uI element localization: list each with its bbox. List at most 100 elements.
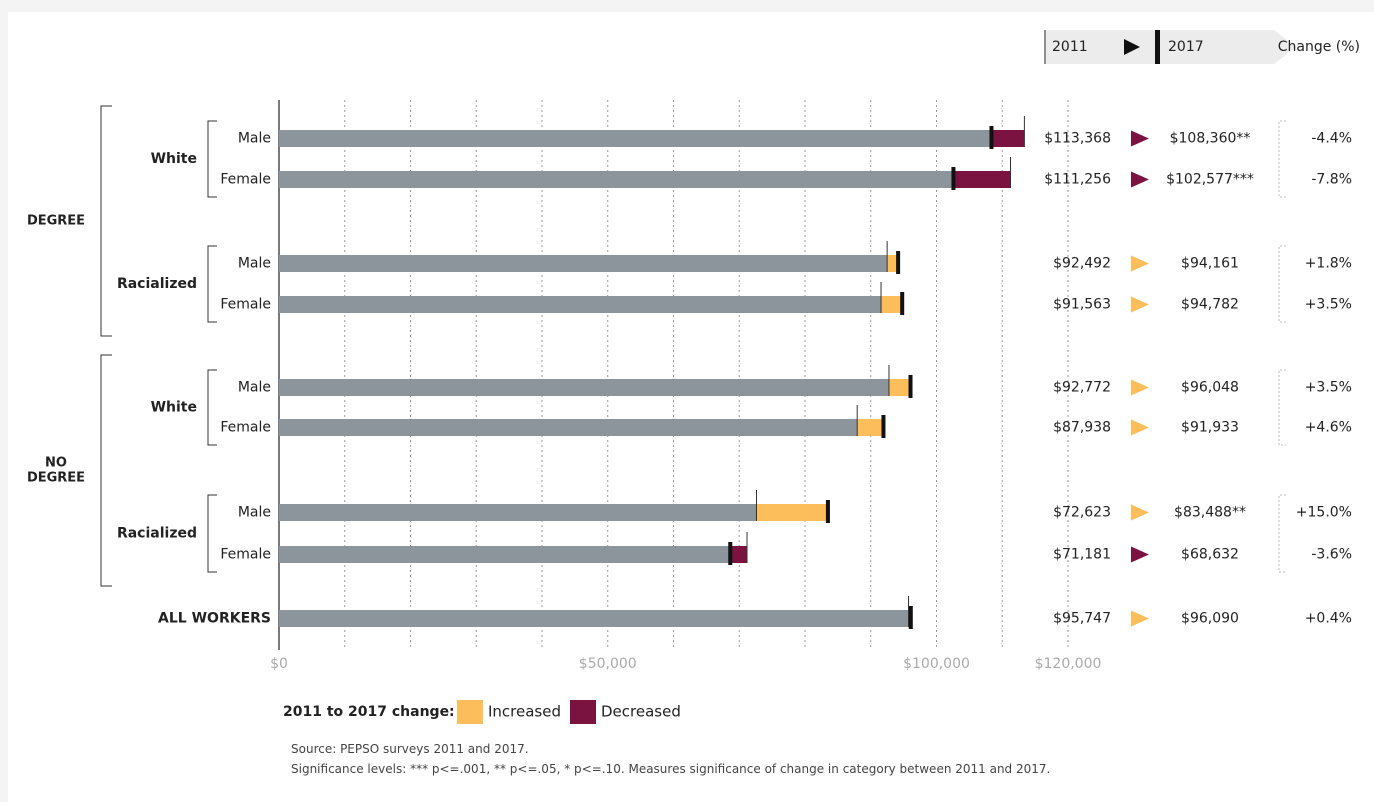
legend-decreased-label: Decreased: [601, 703, 681, 721]
group-0-sub-1-row-0-bar: [279, 255, 888, 272]
group-1-sub-0-row-1-2017-marker: [881, 415, 886, 438]
group-0-sub-0-change-bracket: [1278, 120, 1286, 198]
all-workers-value-2017: $96,090: [1181, 611, 1239, 627]
x-tick-label: $100,000: [903, 656, 970, 672]
group-0-sub-1-row-1-direction-arrow-icon: [1131, 296, 1149, 313]
group-1-sub-1-row-1-2017-marker: [728, 542, 733, 565]
group-1-sub-1-row-0-change-segment: [756, 504, 828, 521]
group-1-bracket: [100, 354, 112, 587]
group-1-sub-1-row-1-change: -3.6%: [1311, 547, 1352, 563]
group-1-sub-0-row-0-direction-arrow-icon: [1131, 379, 1149, 396]
group-0-sub-0-row-1-bar: [279, 171, 954, 188]
group-1-sub-0-row-0-value-2017: $96,048: [1181, 380, 1239, 396]
header-change-label: Change (%): [1278, 39, 1360, 55]
all-workers-bar: [279, 610, 909, 627]
group-1-sub-1-row-0-change: +15.0%: [1296, 505, 1352, 521]
header-2011-label: 2011: [1052, 39, 1088, 55]
group-0-sub-0-row-0-value-2017: $108,360**: [1170, 131, 1251, 147]
legend-increased-label: Increased: [488, 703, 561, 721]
all-workers-change: +0.4%: [1305, 611, 1352, 627]
group-0-sub-0-bracket: [207, 120, 217, 198]
group-0-sub-0-row-0-direction-arrow-icon: [1131, 130, 1149, 147]
group-0-sub-1-row-1-2017-marker: [900, 292, 905, 315]
header-2017-label: 2017: [1168, 39, 1204, 55]
all-workers-value-2011: $95,747: [1053, 611, 1111, 627]
group-0-sub-0-row-1-direction-arrow-icon: [1131, 171, 1149, 188]
header-2017-marker: [1155, 30, 1160, 64]
group-1-sub-1-row-1-direction-arrow-icon: [1131, 546, 1149, 563]
all-workers-2017-marker: [908, 606, 913, 629]
x-tick-label: $0: [270, 656, 288, 672]
legend-title: 2011 to 2017 change:: [283, 704, 455, 720]
chart-card: 2011 2017 Change (%) $0 $50,000 $100,000 $120,…: [8, 12, 1374, 802]
group-0-sub-1-row-1-change: +3.5%: [1305, 297, 1352, 313]
group-0-sub-1-row-0-label: Male: [238, 256, 271, 272]
group-1-sub-1-row-1-value-2017: $68,632: [1181, 547, 1239, 563]
group-1-sub-0-row-1-change: +4.6%: [1305, 420, 1352, 436]
group-1-sub-0-row-0-change-segment: [888, 379, 911, 396]
group-0-sub-1-row-1-change-segment: [881, 296, 903, 313]
group-0-sub-1-row-1-label: Female: [220, 297, 271, 313]
group-1-sub-1-row-0-label: Male: [238, 505, 271, 521]
group-0-sub-0-row-1-value-2017: $102,577***: [1166, 172, 1254, 188]
group-1-sub-1-change-bracket: [1278, 494, 1286, 573]
group-1-sub-1-row-0-direction-arrow-icon: [1131, 504, 1149, 521]
source-note: Source: PEPSO surveys 2011 and 2017.: [291, 742, 529, 756]
group-0-sub-0-row-1-change-segment: [953, 171, 1011, 188]
group-1-sub-0-row-0-2017-marker: [908, 375, 913, 398]
group-1-label-line: NO: [45, 456, 67, 471]
group-1-sub-1-row-1-label: Female: [220, 547, 271, 563]
x-tick-label: $50,000: [579, 656, 637, 672]
group-1-sub-0-bracket: [207, 369, 217, 446]
x-tick-label: $120,000: [1035, 656, 1102, 672]
group-1-sub-0-row-1-value-2011: $87,938: [1053, 420, 1111, 436]
group-1-sub-0-row-1-value-2017: $91,933: [1181, 420, 1239, 436]
significance-note: Significance levels: *** p<=.001, ** p<=…: [291, 762, 1051, 776]
group-0-sub-0-row-0-value-2011: $113,368: [1044, 131, 1111, 147]
group-0-sub-1-row-0-change: +1.8%: [1305, 256, 1352, 272]
group-1-sub-1-row-1-change-segment: [730, 546, 748, 563]
group-1-sub-0-change-bracket: [1278, 369, 1286, 446]
group-0-sub-1-label: Racialized: [117, 276, 197, 292]
legend-decreased-swatch: [570, 700, 596, 724]
group-1-sub-0-row-0-bar: [279, 379, 889, 396]
group-0-sub-1-row-0-change-segment: [887, 255, 899, 272]
group-1-sub-0-row-1-direction-arrow-icon: [1131, 419, 1149, 436]
group-0-label-line: DEGREE: [27, 214, 85, 229]
group-1-sub-1-bracket: [207, 494, 217, 573]
group-0-sub-1-row-1-bar: [279, 296, 882, 313]
group-0-sub-0-row-0-change-segment: [991, 130, 1025, 147]
group-0-sub-0-row-0-bar: [279, 130, 992, 147]
group-1-sub-1-row-0-bar: [279, 504, 757, 521]
group-0-sub-0-row-0-change: -4.4%: [1311, 131, 1352, 147]
group-1-sub-0-row-0-change: +3.5%: [1305, 380, 1352, 396]
group-1-sub-1-row-0-2017-marker: [825, 500, 830, 523]
group-1-sub-1-row-0-value-2011: $72,623: [1053, 505, 1111, 521]
group-0-sub-1-row-1-value-2017: $94,782: [1181, 297, 1239, 313]
group-0-sub-0-row-1-2017-marker: [951, 167, 956, 190]
group-0-bracket: [100, 105, 112, 337]
group-0-sub-1-row-0-value-2017: $94,161: [1181, 256, 1239, 272]
group-1-sub-0-row-1-label: Female: [220, 420, 271, 436]
group-1-sub-1-row-1-value-2011: $71,181: [1053, 547, 1111, 563]
group-0-sub-0-row-1-label: Female: [220, 172, 271, 188]
group-0-sub-0-row-0-label: Male: [238, 131, 271, 147]
group-0-sub-0-row-1-change: -7.8%: [1311, 172, 1352, 188]
group-1-sub-0-row-1-bar: [279, 419, 858, 436]
group-0-sub-1-row-0-direction-arrow-icon: [1131, 255, 1149, 272]
group-1-sub-1-row-1-bar: [279, 546, 731, 563]
header-arrow-icon: [1124, 39, 1140, 55]
group-0-sub-1-row-0-value-2011: $92,492: [1053, 256, 1111, 272]
group-1-sub-1-row-0-value-2017: $83,488**: [1174, 505, 1246, 521]
group-1-sub-0-row-1-change-segment: [857, 419, 884, 436]
group-0-sub-1-row-0-2017-marker: [896, 251, 901, 274]
all-workers-label: ALL WORKERS: [158, 611, 271, 627]
group-0-sub-0-row-0-2017-marker: [989, 126, 994, 149]
header-band: [1044, 30, 1296, 64]
group-1-label-line: DEGREE: [27, 471, 85, 486]
group-1-sub-0-row-0-value-2011: $92,772: [1053, 380, 1111, 396]
all-workers-direction-arrow-icon: [1131, 610, 1149, 627]
group-1-sub-0-label: White: [151, 400, 197, 416]
income-change-chart: 2011 2017 Change (%) $0 $50,000 $100,000 $120,…: [27, 30, 1360, 724]
group-1-sub-1-label: Racialized: [117, 526, 197, 542]
